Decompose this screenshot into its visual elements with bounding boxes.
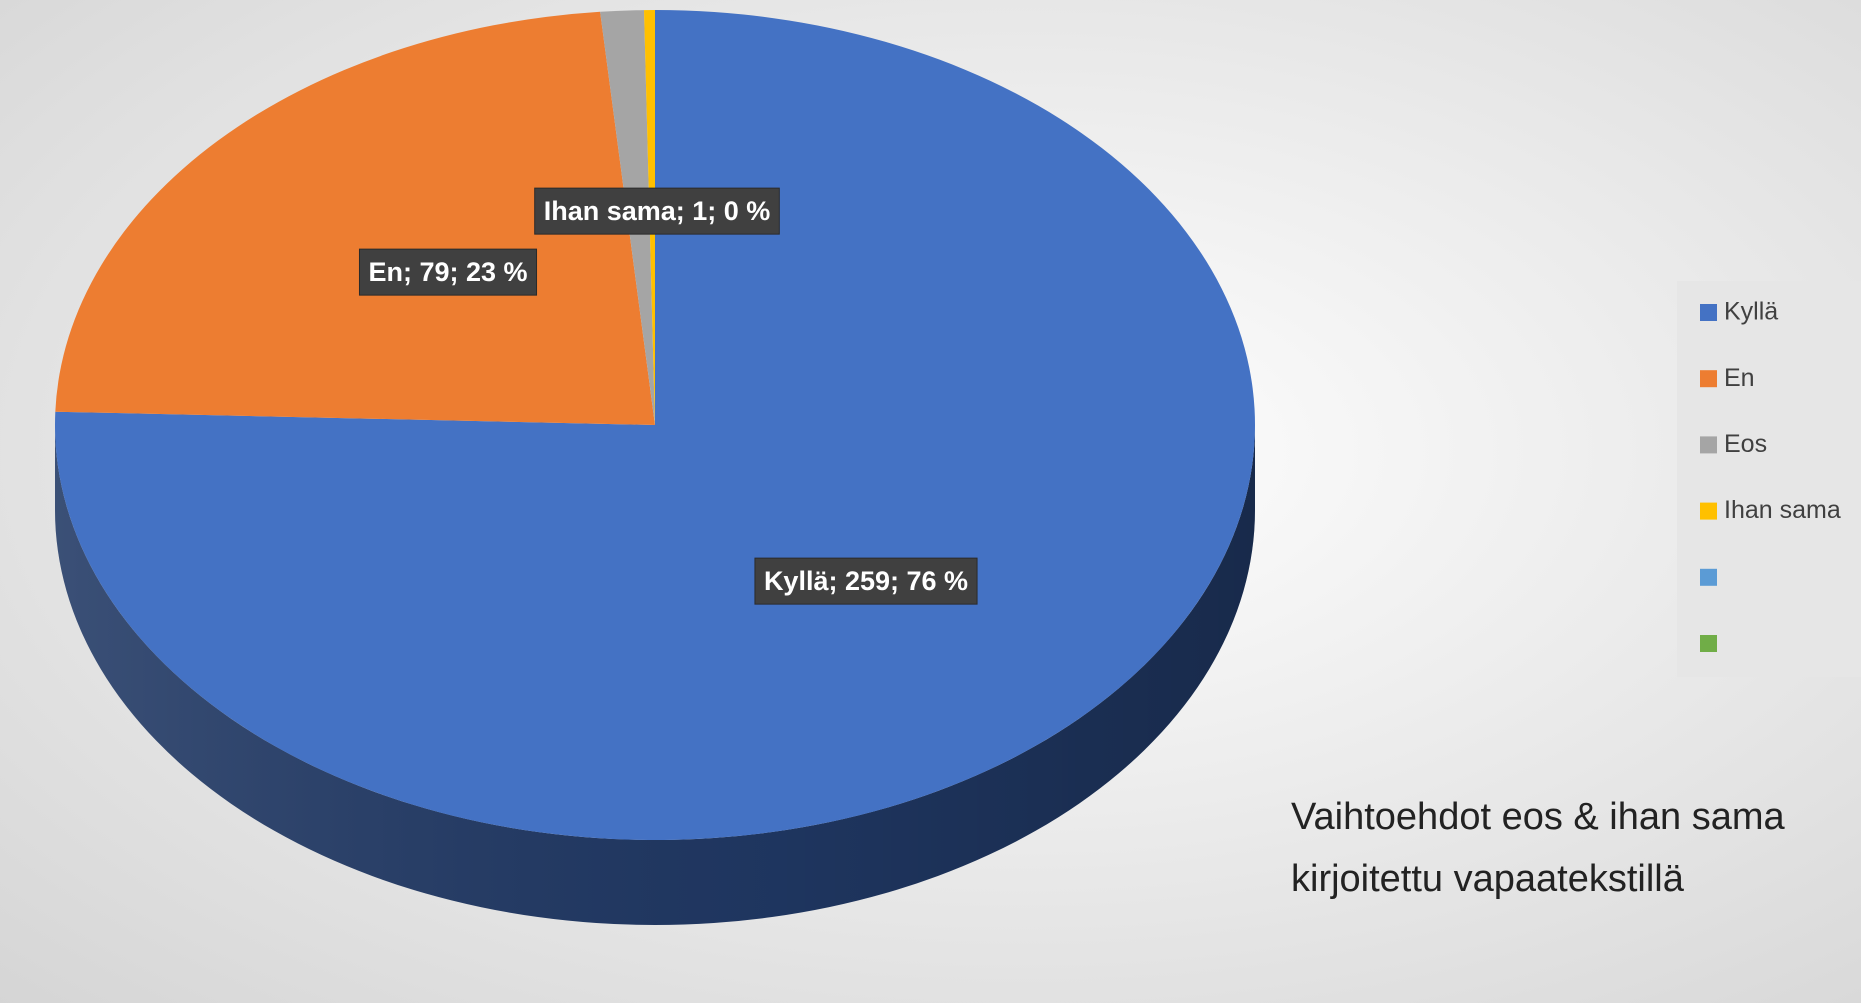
data-label: Ihan sama; 1; 0 %: [544, 196, 771, 226]
data-label-box: [754, 557, 978, 605]
data-label: Kyllä; 259; 76 %: [764, 566, 968, 596]
data-labels: Kyllä; 259; 76 % En; 79; 23 % Ihan sama; 1…: [358, 187, 978, 605]
data-label-box: [534, 187, 780, 235]
legend: Kyllä En Eos Ihan sama: [1700, 298, 1841, 652]
legend-swatch: [1700, 568, 1717, 586]
pie-slice: [55, 11, 655, 426]
data-label-box: [358, 248, 538, 296]
data-label: En; 79; 23 %: [368, 257, 527, 287]
pie: [54, 10, 1255, 925]
legend-label: Kyllä: [1724, 298, 1778, 326]
legend-swatch: [1700, 436, 1717, 454]
legend-swatch: [1700, 635, 1717, 652]
legend-label: Eos: [1724, 430, 1767, 458]
annotation: kirjoitettu vapaatekstillä: [1291, 858, 1685, 900]
pie-slice: [54, 10, 1255, 841]
annotation: Vaihtoehdot eos & ihan sama: [1291, 796, 1785, 838]
legend-label: Ihan sama: [1724, 496, 1841, 524]
pie-side-shade: [55, 425, 1255, 925]
legend-swatch: [1700, 370, 1717, 388]
legend-swatch: [1700, 304, 1717, 321]
legend-box: [1677, 281, 1861, 677]
legend-swatch: [1700, 502, 1717, 520]
legend-label: En: [1724, 364, 1755, 392]
